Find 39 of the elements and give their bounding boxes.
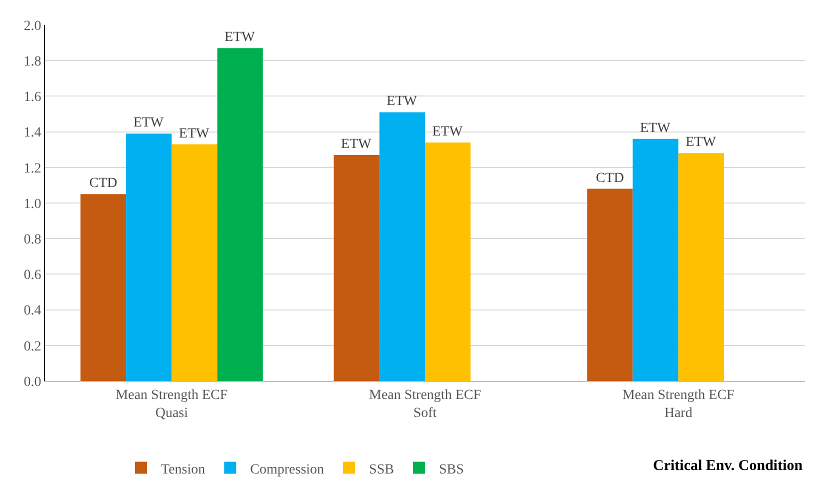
data-label: ETW [686, 135, 717, 150]
bar [172, 144, 218, 381]
legend-label: Compression [250, 462, 324, 478]
legend-label: SBS [438, 462, 464, 478]
y-tick-label: 0.4 [24, 304, 42, 319]
bar [379, 112, 425, 381]
y-tick-label: 1.6 [24, 90, 42, 106]
bar [80, 194, 126, 381]
data-label: CTD [89, 176, 118, 192]
y-tick-label: 0.6 [24, 268, 42, 284]
y-tick-label: 0.0 [24, 374, 42, 390]
x-tick-label: Mean Strength ECF Soft [369, 388, 482, 421]
data-label: ETW [432, 124, 464, 140]
bar [334, 154, 380, 381]
y-tick-label: 1.4 [24, 126, 42, 141]
y-tick-label: 2.0 [24, 18, 42, 34]
legend-label: Tension [161, 462, 206, 478]
legend-label: SSB [369, 462, 394, 478]
bar [126, 134, 172, 381]
text: Critical Env. Condition [653, 458, 804, 474]
x-tick-label: Mean Strength ECF Quasi [116, 388, 228, 421]
data-label: ETW [341, 136, 372, 152]
y-tick-label: 1.0 [24, 196, 42, 212]
bar [425, 142, 471, 381]
data-label: ETW [640, 120, 672, 136]
bar [678, 153, 724, 381]
data-label: ETW [386, 94, 418, 110]
bar [587, 188, 633, 381]
data-label: ETW [224, 30, 256, 46]
x-tick-label: Mean Strength ECF Hard [622, 388, 735, 421]
data-label: ETW [178, 126, 210, 142]
y-tick-label: 0.2 [24, 339, 42, 354]
data-label: CTD [596, 170, 624, 186]
y-tick-label: 0.8 [24, 232, 42, 248]
data-label: ETW [133, 116, 164, 131]
y-tick-label: 1.8 [24, 54, 42, 70]
bar [632, 138, 678, 381]
y-tick-label: 1.2 [24, 161, 42, 176]
bar [217, 48, 263, 381]
